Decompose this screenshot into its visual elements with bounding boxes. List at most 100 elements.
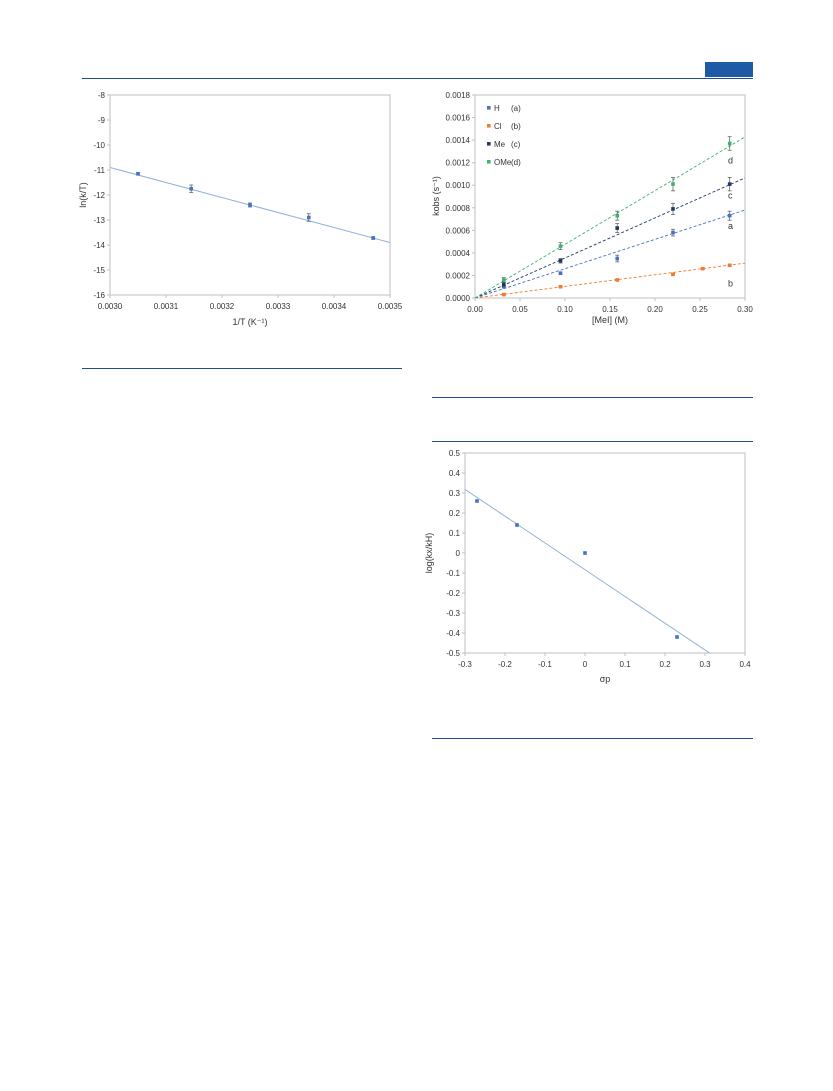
y-tick-label: 0.1 (449, 529, 461, 538)
legend-marker (487, 106, 491, 110)
x-tick-label: -0.3 (458, 660, 472, 669)
data-point (515, 523, 519, 527)
data-point (727, 213, 732, 218)
x-tick-label: 0.0032 (210, 302, 235, 311)
x-tick-label: 0.0035 (378, 302, 403, 311)
data-point (558, 244, 563, 248)
caption-rule-right-1 (432, 397, 753, 398)
legend-marker (487, 142, 491, 146)
legend-tag: (b) (511, 122, 521, 131)
header-rule (82, 78, 753, 79)
x-tick-label: 0.25 (692, 305, 708, 314)
series-label-a: a (728, 221, 733, 231)
x-tick-label: 0.1 (619, 660, 631, 669)
series-label-c: c (728, 190, 733, 200)
x-axis-label: σp (600, 674, 611, 684)
series-label-d: d (728, 155, 733, 165)
y-axis-label: kobs (s⁻¹) (431, 176, 441, 216)
y-tick-label: 0.0008 (446, 204, 471, 213)
y-tick-label: 0.0002 (446, 271, 471, 280)
data-point (671, 207, 675, 211)
legend-marker (487, 124, 491, 128)
x-tick-label: -0.2 (498, 660, 512, 669)
data-point (671, 272, 675, 277)
data-point (248, 203, 252, 207)
data-point (502, 292, 506, 297)
y-tick-label: 0.4 (449, 469, 461, 478)
x-tick-label: 0.2 (659, 660, 671, 669)
trendline (465, 489, 711, 653)
y-tick-label: 0.0006 (446, 226, 471, 235)
trendline-OMe (475, 136, 745, 298)
data-point (615, 256, 619, 261)
data-point (558, 284, 563, 289)
y-tick-label: -0.5 (446, 649, 460, 658)
y-tick-label: -0.1 (446, 569, 460, 578)
y-tick-label: 0.2 (449, 509, 461, 518)
caption-rule-right-3 (432, 738, 753, 739)
data-point (371, 236, 375, 240)
caption-rule-right-2 (432, 441, 753, 442)
legend-marker (487, 160, 491, 164)
legend-label: Cl (494, 122, 502, 131)
data-point (136, 171, 140, 176)
legend-label: H (494, 104, 500, 113)
y-tick-label: 0.0016 (446, 114, 471, 123)
x-tick-label: 0.30 (737, 305, 753, 314)
data-point (307, 215, 311, 220)
y-tick-label: -15 (93, 266, 105, 275)
legend-label: OMe (494, 158, 512, 167)
y-tick-label: -8 (98, 91, 106, 100)
trendline-Me (475, 177, 745, 298)
x-tick-label: 0.20 (647, 305, 663, 314)
data-point (475, 499, 479, 503)
x-tick-label: 0.4 (739, 660, 751, 669)
data-point (727, 263, 732, 268)
x-tick-label: 0.00 (467, 305, 483, 314)
y-tick-label: 0.5 (449, 449, 461, 458)
header-tab (705, 62, 753, 77)
x-tick-label: 0.0031 (154, 302, 179, 311)
x-tick-label: 0.0030 (98, 302, 123, 311)
data-point (502, 282, 506, 287)
y-tick-label: -0.4 (446, 629, 460, 638)
data-point (615, 278, 619, 282)
data-point (675, 635, 679, 639)
x-tick-label: 0.3 (699, 660, 711, 669)
y-axis-label: ln(k/T) (78, 182, 88, 208)
y-tick-label: -9 (98, 116, 106, 125)
x-tick-label: 0.10 (557, 305, 573, 314)
legend-tag: (c) (511, 140, 521, 149)
x-tick-label: 0.05 (512, 305, 528, 314)
x-tick-label: 0.0033 (266, 302, 291, 311)
data-point (558, 271, 563, 275)
y-tick-label: -13 (93, 216, 105, 225)
y-tick-label: -11 (94, 166, 106, 175)
y-tick-label: -14 (93, 241, 105, 250)
data-point (700, 266, 705, 271)
data-point (189, 186, 193, 191)
y-tick-label: -10 (93, 141, 105, 150)
plot-area (464, 452, 746, 654)
data-point (671, 230, 675, 235)
y-tick-label: -0.2 (446, 589, 460, 598)
data-point (502, 278, 506, 282)
y-tick-label: 0.0018 (446, 91, 471, 100)
data-point (558, 258, 563, 263)
x-axis-label: 1/T (K⁻¹) (232, 317, 267, 327)
caption-rule-left (82, 368, 402, 369)
y-tick-label: -16 (93, 291, 105, 300)
x-tick-label: 0 (583, 660, 588, 669)
y-tick-label: -0.3 (446, 609, 460, 618)
data-point (727, 141, 732, 146)
x-tick-label: 0.15 (602, 305, 618, 314)
y-tick-label: 0.0004 (446, 249, 471, 258)
legend-tag: (a) (511, 104, 521, 113)
data-point (727, 182, 732, 186)
x-tick-label: -0.1 (538, 660, 552, 669)
data-point (615, 213, 619, 218)
series-label-b: b (728, 278, 733, 288)
